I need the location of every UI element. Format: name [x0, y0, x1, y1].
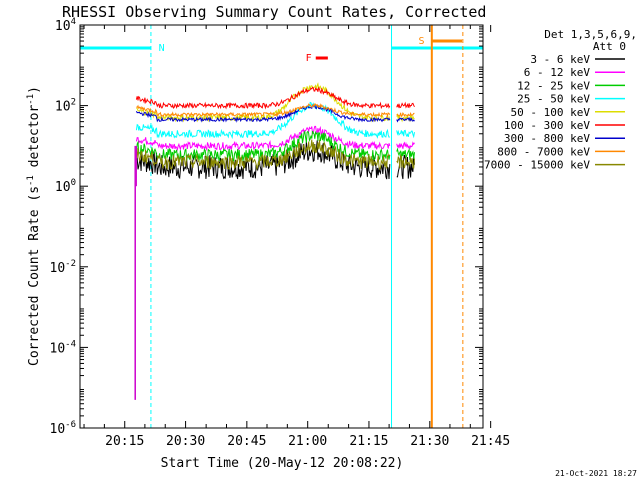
legend-label: 6 - 12 keV [524, 66, 591, 79]
legend-header-detectors: Det 1,3,5,6,9, [544, 28, 637, 41]
y-axis-label-end: ) [27, 86, 42, 94]
plot-frame [79, 24, 484, 429]
flare-label: F [306, 53, 312, 64]
legend-header-attenuator: Att 0 [593, 40, 626, 53]
x-tick-label: 20:15 [105, 434, 144, 449]
saa-label: S [419, 36, 425, 47]
y-tick-label: 10-2 [50, 259, 77, 276]
y-tick-label: 10-4 [50, 339, 77, 356]
night-label: N [159, 43, 165, 54]
legend-label: 100 - 300 keV [504, 119, 590, 132]
legend-label: 3 - 6 keV [530, 53, 590, 66]
x-tick-label: 20:45 [227, 434, 266, 449]
x-tick-label: 21:00 [288, 434, 327, 449]
series-line-7 [136, 103, 415, 119]
y-tick-label: 104 [55, 17, 76, 34]
y-tick-label: 100 [55, 178, 76, 195]
series-line-3 [135, 101, 415, 140]
series-line-5 [135, 86, 415, 110]
series-line-6 [135, 103, 415, 123]
y-axis-label-mid: detector [27, 105, 42, 176]
legend-label: 12 - 25 keV [517, 79, 590, 92]
series-layer [134, 82, 415, 400]
x-tick-label: 20:30 [166, 434, 205, 449]
legend-label: 7000 - 15000 keV [484, 159, 590, 172]
x-tick-label: 21:30 [410, 434, 449, 449]
annotation-layer: N F S [80, 25, 483, 428]
y-tick-label: 10-6 [50, 420, 77, 437]
y-axis-label-sup-1: -1 [26, 175, 36, 186]
series-line-1 [135, 125, 415, 152]
y-axis-label: Corrected Count Rate (s-1 detector-1) [26, 86, 42, 366]
legend-label: 800 - 7000 keV [497, 145, 590, 158]
y-axis-label-sup-2: -1 [26, 94, 36, 105]
y-tick-label: 102 [55, 98, 76, 115]
footer-date: 21-Oct-2021 18:27 [555, 469, 637, 478]
chart-title: RHESSI Observing Summary Count Rates, Co… [62, 3, 486, 21]
legend-label: 50 - 100 keV [511, 106, 591, 119]
x-tick-label: 21:15 [349, 434, 388, 449]
legend-label: 25 - 50 keV [517, 93, 590, 106]
x-tick-label: 21:45 [471, 434, 510, 449]
x-axis-label: Start Time (20-May-12 20:08:22) [161, 456, 404, 471]
series-line-8 [135, 139, 415, 171]
y-axis-label-main: Corrected Count Rate (s [27, 186, 42, 366]
tick-layer: 20:15 20:30 20:45 21:00 21:15 21:30 21:45 10-6 1… [50, 17, 511, 449]
legend-label: 300 - 800 keV [504, 132, 590, 145]
